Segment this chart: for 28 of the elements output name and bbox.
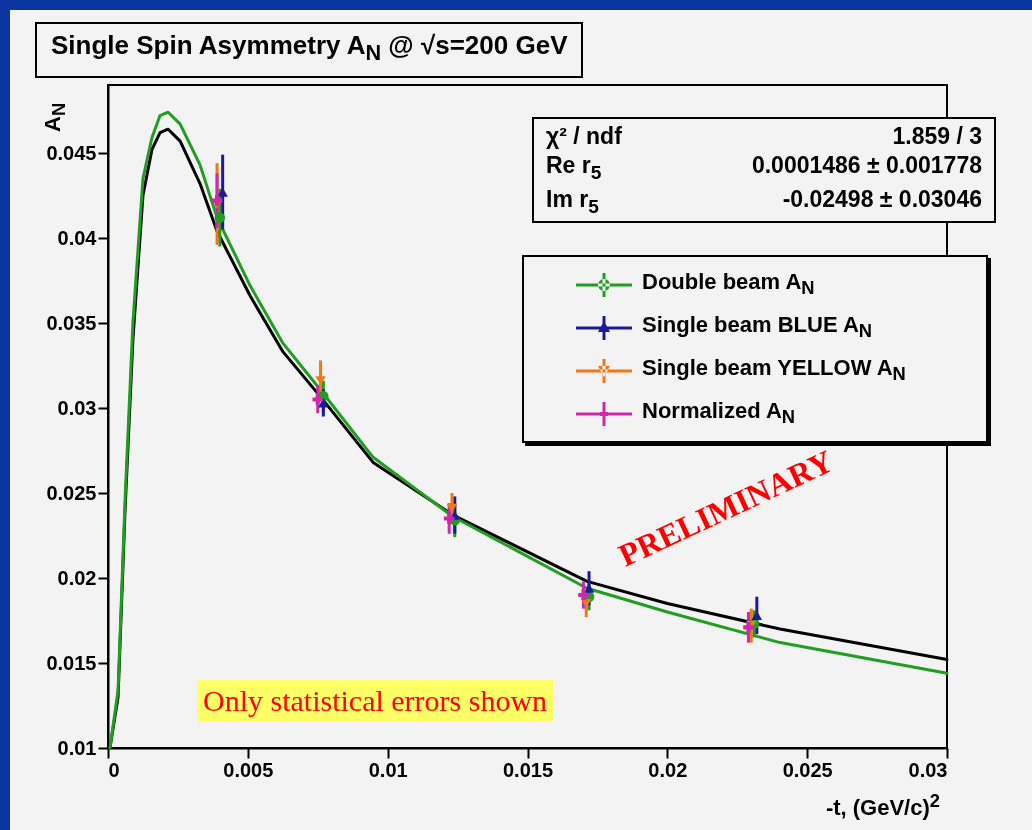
- x-tick-label: 0.01: [368, 758, 408, 781]
- annotation: Im r$_{5}$: [546, 185, 600, 218]
- y-tick-label: 0.03: [57, 396, 97, 419]
- annotation: 0.0001486 ± 0.001778: [750, 152, 982, 180]
- x-axis-title: -t, (GeV/c)$^{2}$: [825, 790, 940, 822]
- y-tick-label: 0.025: [46, 481, 97, 504]
- legend-label: Single beam BLUE A$_{N}$: [642, 312, 873, 343]
- y-tick-label: 0.01: [57, 736, 97, 759]
- legend-label: Single beam YELLOW A$_{N}$: [642, 355, 906, 386]
- legend-label: Normalized A$_{N}$: [642, 398, 796, 429]
- x-tick-label: 0.005: [223, 758, 274, 781]
- x-tick-label: 0.015: [502, 758, 554, 781]
- annotation: Re r$_{5}$: [546, 152, 603, 184]
- x-tick-label: 0.02: [648, 758, 688, 781]
- annotation: -0.02498 ± 0.03046: [781, 185, 982, 214]
- y-tick-label: 0.04: [57, 226, 98, 249]
- y-tick-label: 0.045: [46, 141, 97, 164]
- x-tick-label: 0: [108, 758, 120, 781]
- y-tick-label: 0.02: [57, 566, 97, 589]
- x-tick-label: 0.03: [908, 758, 948, 781]
- annotation: 1.859 / 3: [891, 123, 982, 150]
- annotation: χ² / ndf: [546, 123, 622, 150]
- y-tick-label: 0.035: [46, 311, 97, 334]
- x-tick-label: 0.025: [782, 758, 833, 781]
- annotation: Only statistical errors shown: [197, 680, 554, 722]
- y-tick-label: 0.015: [46, 651, 97, 674]
- chart-title: Single Spin Asymmetry A$_{N}$ @ √s=200 GeV: [35, 22, 584, 79]
- legend-label: Double beam A$_{N}$: [642, 269, 815, 300]
